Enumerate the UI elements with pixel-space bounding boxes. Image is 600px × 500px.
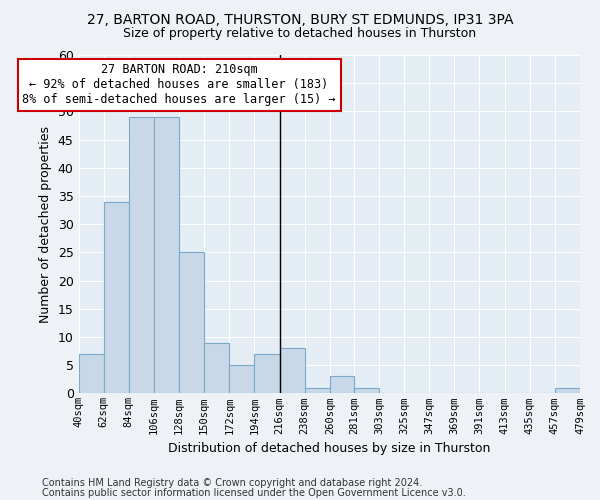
Text: 27 BARTON ROAD: 210sqm
← 92% of detached houses are smaller (183)
8% of semi-det: 27 BARTON ROAD: 210sqm ← 92% of detached… <box>22 64 336 106</box>
Bar <box>154 117 179 394</box>
Bar <box>104 202 129 394</box>
X-axis label: Distribution of detached houses by size in Thurston: Distribution of detached houses by size … <box>168 442 490 455</box>
Bar <box>229 365 254 394</box>
Bar <box>330 376 354 394</box>
Bar <box>555 388 580 394</box>
Bar <box>129 117 154 394</box>
Bar <box>79 354 104 394</box>
Y-axis label: Number of detached properties: Number of detached properties <box>39 126 52 322</box>
Bar <box>204 342 229 394</box>
Bar <box>280 348 305 394</box>
Bar <box>354 388 379 394</box>
Bar <box>305 388 330 394</box>
Bar <box>179 252 204 394</box>
Text: Size of property relative to detached houses in Thurston: Size of property relative to detached ho… <box>124 28 476 40</box>
Text: Contains public sector information licensed under the Open Government Licence v3: Contains public sector information licen… <box>42 488 466 498</box>
Text: Contains HM Land Registry data © Crown copyright and database right 2024.: Contains HM Land Registry data © Crown c… <box>42 478 422 488</box>
Text: 27, BARTON ROAD, THURSTON, BURY ST EDMUNDS, IP31 3PA: 27, BARTON ROAD, THURSTON, BURY ST EDMUN… <box>87 12 513 26</box>
Bar <box>254 354 280 394</box>
